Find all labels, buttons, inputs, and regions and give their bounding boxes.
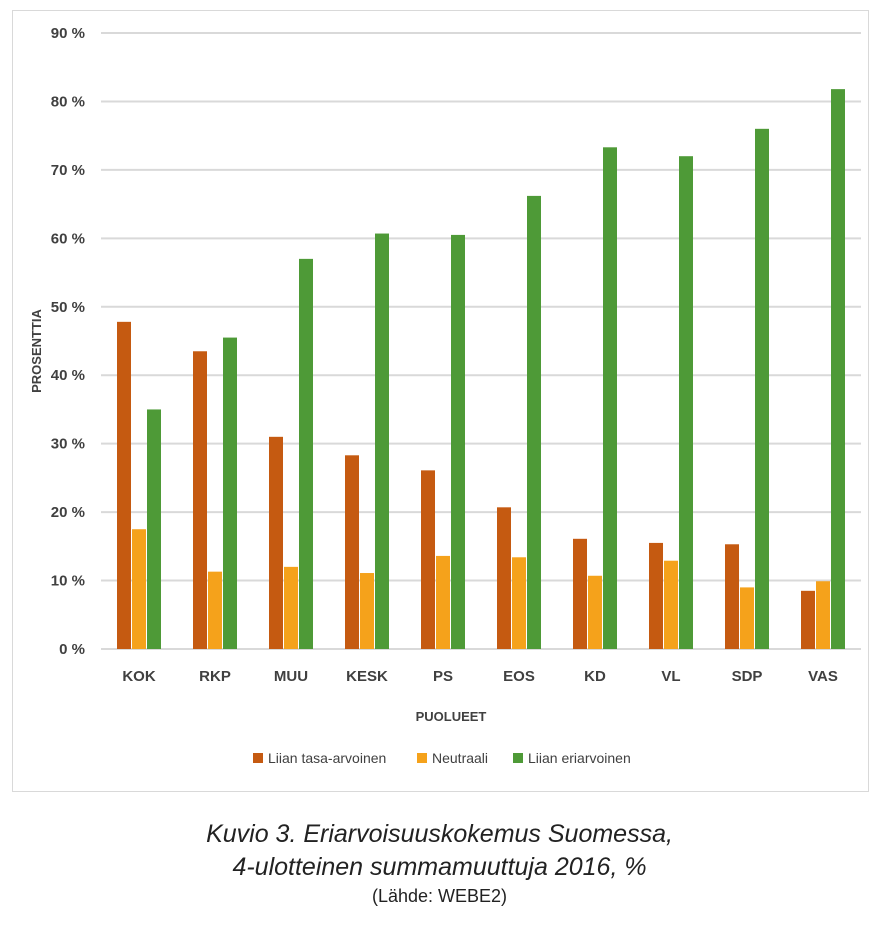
- legend-swatch: [253, 753, 263, 763]
- bar-kesk-series-1: [345, 455, 359, 649]
- bar-muu-series-2: [284, 566, 298, 649]
- x-tick-label: VL: [661, 668, 680, 685]
- y-tick-label: 30 %: [51, 436, 85, 453]
- x-tick-label: MUU: [274, 668, 308, 685]
- x-tick-label: VAS: [808, 668, 838, 685]
- bar-kok-series-3: [147, 409, 161, 649]
- bar-muu-series-1: [269, 436, 283, 649]
- legend-label: Liian tasa-arvoinen: [268, 750, 386, 766]
- legend-swatch: [513, 753, 523, 763]
- y-tick-label: 10 %: [51, 573, 85, 590]
- y-tick-label: 20 %: [51, 504, 85, 521]
- y-tick-label: 50 %: [51, 299, 85, 316]
- y-tick-label: 90 %: [51, 25, 85, 42]
- bar-vas-series-3: [831, 89, 845, 649]
- y-tick-label: 60 %: [51, 230, 85, 247]
- bar-ps-series-2: [436, 555, 450, 649]
- bar-vl-series-3: [679, 156, 693, 649]
- caption-source: (Lähde: WEBE2): [371, 886, 508, 906]
- bar-chart: 0 % 10 % 20 % 30 % 40 % 50 % 60 % 70 % 80 % 90 % K…: [29, 25, 861, 766]
- bar-kok-series-2: [132, 529, 146, 649]
- bar-eos-series-2: [512, 557, 526, 649]
- bar-ps-series-1: [421, 470, 435, 649]
- bar-kok-series-1: [117, 321, 131, 649]
- bar-eos-series-1: [497, 507, 511, 649]
- bar-vl-series-1: [649, 542, 663, 649]
- x-tick-label: KOK: [122, 668, 156, 685]
- x-tick-label: PS: [433, 668, 453, 685]
- bars-layer: [117, 89, 845, 650]
- bar-muu-series-3: [299, 258, 313, 649]
- legend-label: Liian eriarvoinen: [528, 750, 631, 766]
- legend-label: Neutraali: [432, 750, 488, 766]
- bar-sdp-series-1: [725, 544, 739, 649]
- bar-ps-series-3: [451, 234, 465, 649]
- x-tick-label: SDP: [732, 668, 763, 685]
- caption-title-line-2: 4-ulotteinen summamuuttuja 2016, %: [232, 853, 647, 881]
- bar-kesk-series-3: [375, 233, 389, 649]
- x-tick-label: RKP: [199, 668, 231, 685]
- bar-vas-series-2: [816, 581, 830, 649]
- figure-caption: Kuvio 3. Eriarvoisuuskokemus Suomessa, 4…: [0, 818, 879, 908]
- x-tick-label: KESK: [346, 668, 388, 685]
- y-tick-label: 40 %: [51, 367, 85, 384]
- bar-sdp-series-3: [755, 128, 769, 650]
- legend-swatch: [417, 753, 427, 763]
- x-tick-label: EOS: [503, 668, 535, 685]
- bar-rkp-series-1: [193, 351, 207, 649]
- bar-sdp-series-2: [740, 587, 754, 649]
- x-axis-title: PUOLUEET: [416, 709, 487, 724]
- bar-kd-series-2: [588, 575, 602, 649]
- grid-layer: [101, 32, 861, 650]
- bar-vl-series-2: [664, 560, 678, 649]
- x-tick-label: KD: [584, 668, 606, 685]
- y-axis-title: PROSENTTIA: [29, 309, 44, 393]
- chart-frame: 0 % 10 % 20 % 30 % 40 % 50 % 60 % 70 % 80 % 90 % K…: [12, 10, 869, 792]
- bar-kd-series-3: [603, 147, 617, 649]
- y-tick-label: 80 %: [51, 93, 85, 110]
- caption-title-line-1: Kuvio 3. Eriarvoisuuskokemus Suomessa,: [206, 820, 673, 848]
- legend: Liian tasa-arvoinen Neutraali Liian eriarv…: [253, 750, 631, 766]
- y-tick-label: 0 %: [59, 641, 85, 658]
- bar-rkp-series-2: [208, 571, 222, 649]
- bar-rkp-series-3: [223, 337, 237, 649]
- axis-layer: 0 % 10 % 20 % 30 % 40 % 50 % 60 % 70 % 80 % 90 % K…: [29, 25, 838, 724]
- bar-eos-series-3: [527, 195, 541, 650]
- bar-vas-series-1: [801, 590, 815, 649]
- y-tick-label: 70 %: [51, 162, 85, 179]
- bar-kd-series-1: [573, 538, 587, 649]
- bar-kesk-series-2: [360, 573, 374, 649]
